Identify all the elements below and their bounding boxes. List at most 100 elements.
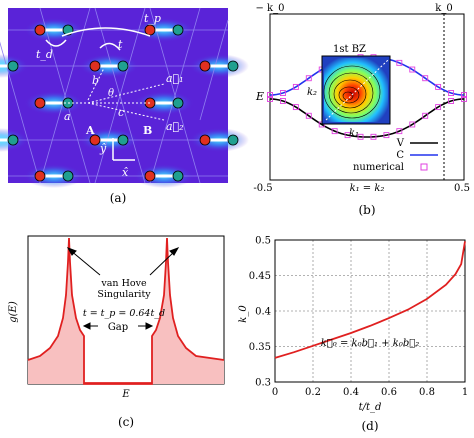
- xtick-label: 1: [462, 387, 468, 398]
- site-a: [89, 60, 101, 72]
- vhs-label-line2: Singularity: [97, 289, 151, 300]
- tp-arrow: [61, 27, 151, 37]
- site-a: [199, 134, 211, 146]
- legend-numerical: numerical: [353, 162, 404, 173]
- caption-d: (d): [361, 419, 378, 433]
- bz-inset: 1st BZ k₂ k₁: [307, 44, 391, 139]
- xtick-label: 0.8: [419, 387, 435, 398]
- numerical-point: [396, 59, 403, 66]
- grid: [274, 239, 466, 383]
- numerical-point: [409, 121, 416, 128]
- numerical-point: [435, 83, 442, 90]
- grid-line: [39, 7, 91, 184]
- site-a: [34, 97, 46, 109]
- chart-annotation: k⃗₀ = k₀b⃗₁ + k₀b⃗₂: [321, 338, 420, 349]
- legend-c: C: [396, 150, 404, 161]
- grid-line: [0, 41, 41, 184]
- numerical-point: [409, 66, 416, 73]
- label-c: c: [118, 106, 124, 119]
- td-arrow: [45, 39, 67, 47]
- dos-curve: [27, 237, 225, 385]
- numerical-point: [383, 132, 390, 139]
- caption-b: (b): [358, 203, 375, 217]
- param-label: t = t_p = 0.64t_d: [83, 308, 165, 319]
- xtick-plus: 0.5: [454, 183, 470, 194]
- panel-a: t_p t_d t b θ a c A B a⃗₁ a⃗₂ ŷ x̂ (a): [0, 7, 249, 205]
- ytick-label: 0.45: [249, 271, 271, 282]
- numerical-point: [344, 132, 351, 139]
- numerical-point: [305, 112, 312, 119]
- xtick-label: 0: [272, 387, 278, 398]
- grid-line: [149, 7, 201, 184]
- xtick-label: 0.6: [381, 387, 397, 398]
- bz-label: 1st BZ: [333, 44, 366, 55]
- label-tp: t_p: [144, 12, 161, 25]
- label-td: t_d: [36, 48, 53, 61]
- grid-line: [199, 19, 229, 121]
- numerical-point: [448, 98, 455, 104]
- xtick-label: 0.2: [305, 387, 321, 398]
- numerical-point: [292, 83, 299, 90]
- site-a: [89, 134, 101, 146]
- site-b: [62, 170, 74, 182]
- label-t: t: [118, 38, 123, 51]
- inset-k2-label: k₂: [307, 87, 317, 98]
- numerical-point: [461, 92, 467, 98]
- chart-xlabel: t/t_d: [359, 402, 382, 413]
- site-b: [172, 170, 184, 182]
- site-a: [144, 24, 156, 36]
- numerical-point: [279, 90, 286, 96]
- vector-lines: [60, 67, 165, 121]
- site-a: [34, 170, 46, 182]
- site-b: [172, 24, 184, 36]
- site-b: [7, 134, 19, 146]
- site-b: [117, 60, 129, 72]
- label-A: A: [85, 124, 95, 137]
- site-b: [7, 60, 19, 72]
- ytick-label: 0.35: [249, 342, 271, 353]
- numerical-point: [396, 128, 403, 135]
- panel-b-xlabel: k₁ = k₂: [350, 183, 385, 194]
- hopping-arrows: [45, 27, 151, 51]
- caption-c: (c): [118, 415, 134, 429]
- chart-ylabel: k_0: [238, 305, 249, 323]
- legend-v: V: [396, 138, 405, 149]
- numerical-point: [370, 133, 377, 140]
- bz-contours: [323, 65, 381, 119]
- panel-c: van Hove Singularity t = t_p = 0.64t_d G…: [8, 235, 225, 429]
- xtick-label: 0.4: [343, 387, 359, 398]
- ytick-label: 0.4: [255, 307, 271, 318]
- tick-labels: 0 0.2 0.4 0.6 0.8 1 0.3 0.35 0.4 0.45 0.5: [249, 236, 468, 399]
- numerical-point: [435, 104, 442, 111]
- site-b: [117, 134, 129, 146]
- numerical-point: [422, 112, 429, 119]
- axis-arrows: [112, 138, 135, 161]
- panel-d-frame: [274, 239, 466, 383]
- panel-c-ylabel: g(E): [8, 301, 19, 323]
- numerical-point: [448, 90, 455, 96]
- site-a: [199, 60, 211, 72]
- xtick-minus: -0.5: [253, 183, 272, 194]
- site-b: [227, 134, 239, 146]
- numerical-point: [267, 92, 273, 98]
- label-a2: a⃗₂: [166, 120, 184, 133]
- numerical-point: [305, 75, 312, 82]
- site-b: [227, 60, 239, 72]
- label-a: a: [64, 110, 71, 123]
- caption-a: (a): [110, 191, 127, 205]
- label-x: x̂: [122, 166, 129, 179]
- panel-b-ylabel: E: [255, 90, 264, 103]
- numerical-point: [422, 75, 429, 82]
- inset-k1-label: k₁: [349, 128, 359, 139]
- vhs-label-line1: van Hove: [100, 278, 147, 289]
- numerical-point: [279, 98, 286, 104]
- label-B: B: [143, 124, 152, 137]
- valence-band: [269, 98, 465, 138]
- top-tick-minus-k0: − k_0: [256, 3, 285, 14]
- ytick-label: 0.3: [255, 378, 271, 389]
- gap-label: Gap: [108, 322, 128, 333]
- panel-c-xlabel: E: [121, 389, 130, 400]
- top-tick-k0: k_0: [435, 3, 452, 14]
- numerical-point: [331, 128, 338, 135]
- site-a: [34, 24, 46, 36]
